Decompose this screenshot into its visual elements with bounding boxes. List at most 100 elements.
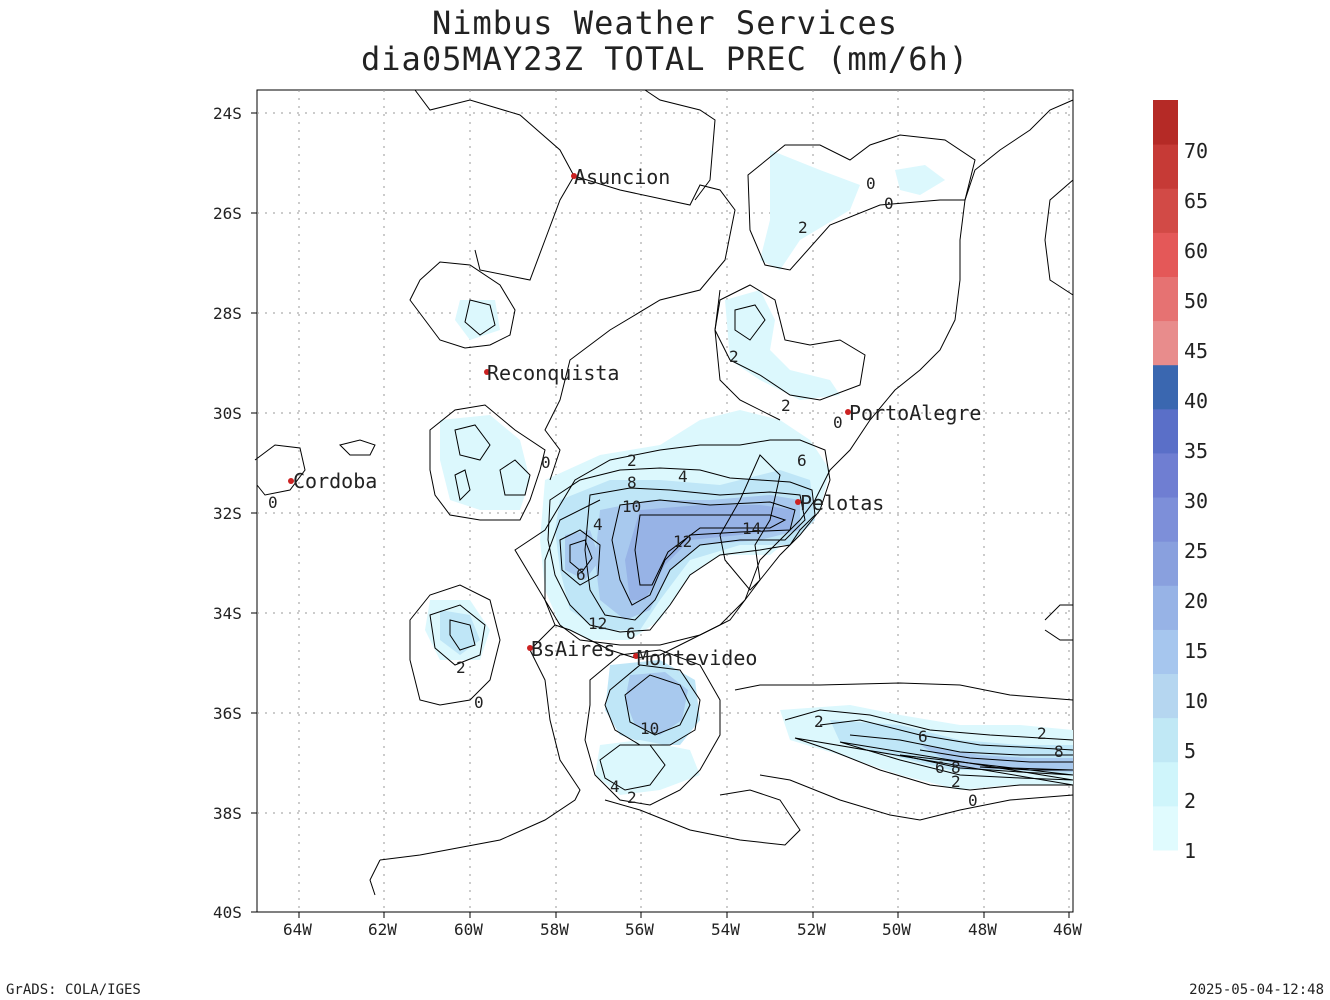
contour-label: 2 bbox=[781, 396, 791, 415]
lon-tick-label: 60W bbox=[454, 920, 483, 939]
contour-label: 0 bbox=[833, 413, 843, 432]
colorbar-swatch bbox=[1153, 320, 1178, 366]
lat-tick-label: 32S bbox=[213, 504, 242, 523]
colorbar-swatch bbox=[1153, 629, 1178, 675]
contour-label: 14 bbox=[742, 519, 761, 538]
colorbar-swatch bbox=[1153, 364, 1178, 410]
colorbar-label: 25 bbox=[1184, 539, 1208, 563]
colorbar-label: 65 bbox=[1184, 189, 1208, 213]
contour-label: 0 bbox=[474, 693, 484, 712]
contour-label: 2 bbox=[1037, 724, 1047, 743]
colorbar-swatch bbox=[1153, 805, 1178, 851]
colorbar-swatch bbox=[1153, 188, 1178, 233]
lon-tick-label: 58W bbox=[540, 920, 569, 939]
contour-label: 4 bbox=[610, 777, 620, 796]
colorbar-swatch bbox=[1153, 232, 1178, 277]
city-dot-asuncion bbox=[571, 173, 577, 179]
city-markers: Asuncion Reconquista Cordoba PortoAlegre… bbox=[288, 165, 981, 670]
contour-lines bbox=[254, 134, 1074, 846]
lon-axis: 64W 62W 60W 58W 56W 54W 52W 50W 48W 46W bbox=[283, 912, 1082, 939]
city-label-montevideo: Montevideo bbox=[637, 646, 757, 670]
city-dot-cordoba bbox=[288, 478, 294, 484]
colorbar-label: 60 bbox=[1184, 239, 1208, 263]
colorbar-label: 1 bbox=[1184, 839, 1196, 863]
lat-tick-label: 34S bbox=[213, 604, 242, 623]
contour-label: 2 bbox=[729, 347, 739, 366]
contour-label: 2 bbox=[951, 772, 961, 791]
lat-tick-label: 40S bbox=[213, 903, 242, 922]
colorbar-swatch bbox=[1153, 717, 1178, 763]
contour-label: 4 bbox=[593, 515, 603, 534]
lat-tick-label: 30S bbox=[213, 404, 242, 423]
lon-tick-label: 50W bbox=[882, 920, 911, 939]
lon-tick-label: 52W bbox=[797, 920, 826, 939]
city-dot-bsaires bbox=[527, 645, 533, 651]
city-label-portoalegre: PortoAlegre bbox=[849, 401, 981, 425]
city-dot-reconquista bbox=[484, 369, 490, 375]
contour-label: 2 bbox=[627, 788, 637, 807]
contour-label: 10 bbox=[640, 719, 659, 738]
city-label-asuncion: Asuncion bbox=[574, 165, 670, 189]
contour-label: 6 bbox=[626, 624, 636, 643]
colorbar-swatch bbox=[1153, 100, 1178, 145]
colorbar-swatch bbox=[1153, 452, 1178, 498]
contour-label: 8 bbox=[951, 758, 961, 777]
colorbar-label: 70 bbox=[1184, 139, 1208, 163]
lat-tick-label: 36S bbox=[213, 704, 242, 723]
city-label-reconquista: Reconquista bbox=[487, 361, 619, 385]
lon-tick-label: 62W bbox=[368, 920, 397, 939]
contour-label: 6 bbox=[918, 727, 928, 746]
lat-tick-label: 26S bbox=[213, 204, 242, 223]
colorbar-swatch bbox=[1153, 761, 1178, 807]
contour-label: 2 bbox=[798, 218, 808, 237]
map-title-line2: dia05MAY23Z TOTAL PREC (mm/6h) bbox=[361, 40, 969, 78]
colorbar-swatch bbox=[1153, 276, 1178, 322]
lat-tick-label: 24S bbox=[213, 104, 242, 123]
colorbar-swatch bbox=[1153, 585, 1178, 630]
gridlines bbox=[257, 90, 1073, 912]
colorbar-swatch bbox=[1153, 497, 1178, 542]
contour-label: 0 bbox=[268, 493, 278, 512]
contour-label: 8 bbox=[627, 473, 637, 492]
contour-label: 6 bbox=[935, 758, 945, 777]
lat-tick-label: 38S bbox=[213, 804, 242, 823]
colorbar-label: 20 bbox=[1184, 589, 1208, 613]
lat-tick-label: 28S bbox=[213, 304, 242, 323]
colorbar-label: 15 bbox=[1184, 639, 1208, 663]
contour-label: 6 bbox=[576, 565, 586, 584]
contour-label: 6 bbox=[797, 451, 807, 470]
map-title-line1: Nimbus Weather Services bbox=[431, 4, 899, 42]
contour-label: 0 bbox=[968, 791, 978, 810]
lon-tick-label: 56W bbox=[625, 920, 654, 939]
footer-grads: GrADS: COLA/IGES bbox=[6, 982, 141, 998]
city-label-bsaires: BsAires bbox=[531, 637, 615, 661]
contour-label: 2 bbox=[814, 712, 824, 731]
colorbar-label: 30 bbox=[1184, 489, 1208, 513]
lon-tick-label: 64W bbox=[283, 920, 312, 939]
precip-shading bbox=[425, 150, 1073, 795]
colorbar-swatch bbox=[1153, 408, 1178, 454]
contour-label: 0 bbox=[541, 453, 551, 472]
contour-label: 12 bbox=[673, 532, 692, 551]
contour-label-group: 0 0 2 2 2 0 0 2 8 4 10 4 12 14 6 6 12 6 … bbox=[268, 174, 1064, 810]
colorbar-label: 35 bbox=[1184, 439, 1208, 463]
colorbar-label: 40 bbox=[1184, 389, 1208, 413]
contour-label: 10 bbox=[622, 497, 641, 516]
colorbar-label: 5 bbox=[1184, 739, 1196, 763]
colorbar-label: 2 bbox=[1184, 789, 1196, 813]
lon-tick-label: 46W bbox=[1053, 920, 1082, 939]
lon-tick-label: 54W bbox=[711, 920, 740, 939]
city-label-pelotas: Pelotas bbox=[800, 491, 884, 515]
contour-label: 0 bbox=[866, 174, 876, 193]
city-dot-montevideo bbox=[633, 653, 639, 659]
city-dot-portoalegre bbox=[845, 409, 851, 415]
lon-tick-label: 48W bbox=[968, 920, 997, 939]
contour-label: 8 bbox=[1054, 742, 1064, 761]
colorbar-swatch bbox=[1153, 144, 1178, 189]
colorbar-label: 10 bbox=[1184, 689, 1208, 713]
colorbar-label: 45 bbox=[1184, 339, 1208, 363]
contour-label: 2 bbox=[456, 658, 466, 677]
contour-label: 4 bbox=[678, 467, 688, 486]
city-label-cordoba: Cordoba bbox=[293, 469, 377, 493]
contour-label: 2 bbox=[627, 451, 637, 470]
